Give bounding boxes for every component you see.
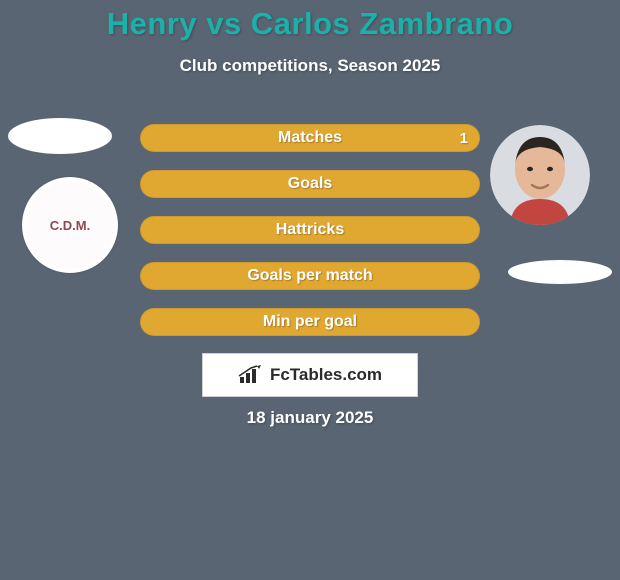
- player-right-ellipse: [508, 260, 612, 284]
- stats-container: Matches 1 Goals Hattricks Goals per matc…: [140, 124, 480, 354]
- brand-box[interactable]: FcTables.com: [202, 353, 418, 397]
- stat-row: Hattricks: [140, 216, 480, 244]
- stat-label: Hattricks: [140, 216, 480, 244]
- page-subtitle: Club competitions, Season 2025: [0, 56, 620, 76]
- player-face-icon: [490, 125, 590, 225]
- stat-value-right: 1: [460, 124, 468, 152]
- player-left-badge-text: C.D.M.: [50, 218, 90, 233]
- stat-label: Min per goal: [140, 308, 480, 336]
- stat-row: Min per goal: [140, 308, 480, 336]
- stat-row: Goals per match: [140, 262, 480, 290]
- bar-chart-icon: [238, 365, 264, 385]
- stat-row: Matches 1: [140, 124, 480, 152]
- stat-label: Goals per match: [140, 262, 480, 290]
- player-left-ellipse: [8, 118, 112, 154]
- brand-text: FcTables.com: [270, 365, 382, 385]
- page-title: Henry vs Carlos Zambrano: [0, 0, 620, 42]
- player-left-badge: C.D.M.: [22, 177, 118, 273]
- stat-label: Matches: [140, 124, 480, 152]
- date-text: 18 january 2025: [0, 408, 620, 428]
- stat-label: Goals: [140, 170, 480, 198]
- stat-row: Goals: [140, 170, 480, 198]
- player-right-photo: [490, 125, 590, 225]
